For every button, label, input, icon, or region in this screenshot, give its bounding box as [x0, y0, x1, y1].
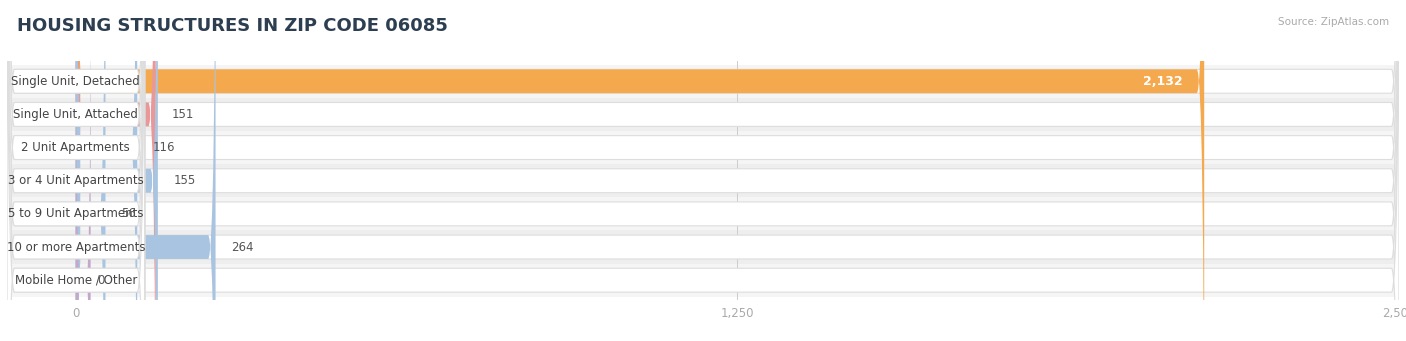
FancyBboxPatch shape: [7, 131, 1399, 164]
Text: HOUSING STRUCTURES IN ZIP CODE 06085: HOUSING STRUCTURES IN ZIP CODE 06085: [17, 17, 447, 35]
FancyBboxPatch shape: [76, 0, 215, 341]
Text: 5 to 9 Unit Apartments: 5 to 9 Unit Apartments: [8, 207, 143, 220]
FancyBboxPatch shape: [7, 0, 1399, 341]
FancyBboxPatch shape: [7, 0, 1399, 341]
FancyBboxPatch shape: [7, 0, 1399, 341]
Text: Single Unit, Detached: Single Unit, Detached: [11, 75, 141, 88]
FancyBboxPatch shape: [76, 0, 1204, 341]
Text: 3 or 4 Unit Apartments: 3 or 4 Unit Apartments: [8, 174, 143, 187]
FancyBboxPatch shape: [7, 0, 1399, 341]
Text: 155: 155: [174, 174, 195, 187]
Text: Single Unit, Attached: Single Unit, Attached: [14, 108, 138, 121]
FancyBboxPatch shape: [7, 197, 1399, 231]
FancyBboxPatch shape: [76, 0, 90, 341]
Text: 151: 151: [172, 108, 194, 121]
FancyBboxPatch shape: [7, 0, 1399, 341]
FancyBboxPatch shape: [7, 98, 1399, 131]
Text: Mobile Home / Other: Mobile Home / Other: [14, 274, 136, 287]
FancyBboxPatch shape: [7, 0, 145, 341]
Text: Source: ZipAtlas.com: Source: ZipAtlas.com: [1278, 17, 1389, 27]
FancyBboxPatch shape: [7, 164, 1399, 197]
Text: 56: 56: [121, 207, 136, 220]
FancyBboxPatch shape: [7, 0, 1399, 341]
Text: 2 Unit Apartments: 2 Unit Apartments: [21, 141, 131, 154]
Text: 2,132: 2,132: [1143, 75, 1182, 88]
FancyBboxPatch shape: [7, 0, 145, 341]
FancyBboxPatch shape: [7, 0, 145, 341]
Text: 116: 116: [153, 141, 176, 154]
FancyBboxPatch shape: [7, 231, 1399, 264]
Text: 264: 264: [232, 240, 254, 254]
FancyBboxPatch shape: [76, 0, 157, 341]
FancyBboxPatch shape: [76, 0, 105, 341]
FancyBboxPatch shape: [7, 264, 1399, 297]
FancyBboxPatch shape: [7, 0, 145, 341]
FancyBboxPatch shape: [7, 0, 145, 341]
FancyBboxPatch shape: [7, 0, 1399, 341]
FancyBboxPatch shape: [76, 0, 138, 341]
Text: 0: 0: [97, 274, 104, 287]
FancyBboxPatch shape: [7, 0, 145, 341]
FancyBboxPatch shape: [76, 0, 156, 341]
Text: 10 or more Apartments: 10 or more Apartments: [7, 240, 145, 254]
FancyBboxPatch shape: [7, 0, 145, 341]
FancyBboxPatch shape: [7, 65, 1399, 98]
